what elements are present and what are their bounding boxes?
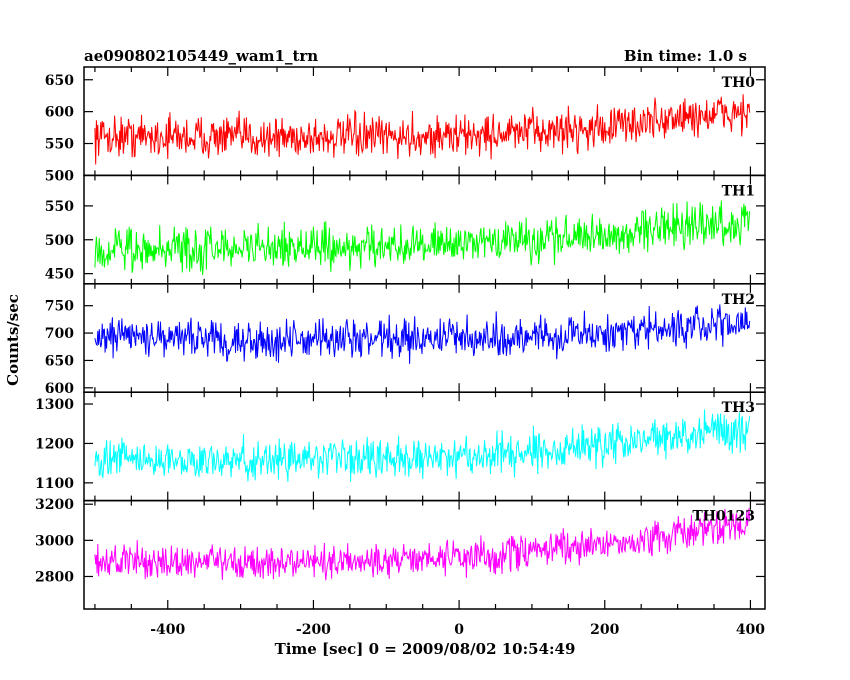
series-line-th0 (94, 94, 751, 165)
bin-time-label: Bin time: 1.0 s (624, 47, 747, 65)
panel-label: TH0 (722, 75, 756, 91)
panel-frame (83, 66, 766, 177)
panel-label: TH0123 (692, 509, 755, 525)
y-tick-label: 750 (45, 299, 74, 315)
panels-group: 500 550 600 650 TH0 450 500 550 TH1 600 650 700 750 T… (35, 66, 766, 638)
panel-th3: 1100 1200 1300 TH3 (35, 391, 766, 502)
x-tick-label: -400 (150, 622, 185, 638)
x-tick-label: 0 (454, 622, 464, 638)
x-axis-label: Time [sec] 0 = 2009/08/02 10:54:49 (275, 640, 576, 658)
y-tick-label: 700 (45, 326, 74, 342)
y-axis-label: Counts/sec (4, 294, 22, 386)
panel-frame (83, 499, 766, 610)
y-tick-label: 650 (45, 73, 74, 89)
series-line-th2 (94, 304, 751, 364)
y-tick-label: 3000 (35, 533, 74, 549)
y-tick-label: 600 (45, 105, 74, 121)
y-tick-label: 500 (45, 168, 74, 184)
panel-label: TH3 (722, 400, 755, 416)
panel-th0: 500 550 600 650 TH0 (45, 66, 766, 184)
series-line-th3 (94, 409, 751, 482)
x-tick-label: 400 (736, 622, 765, 638)
y-tick-label: 550 (45, 199, 74, 215)
panel-th0123: 2800 3000 3200 TH0123 (35, 497, 766, 610)
y-tick-label: 550 (45, 137, 74, 153)
x-tick-label: 200 (590, 622, 619, 638)
y-tick-label: 600 (45, 381, 74, 397)
panel-label: TH1 (722, 183, 755, 199)
x-tick-label: -200 (296, 622, 331, 638)
y-tick-label: 1300 (35, 397, 74, 413)
y-tick-label: 450 (45, 267, 74, 283)
y-tick-label: 1100 (35, 476, 74, 492)
panel-th1: 450 500 550 TH1 (45, 174, 766, 285)
y-tick-label: 2800 (35, 569, 74, 585)
panel-frame (83, 391, 766, 502)
y-tick-label: 3200 (35, 497, 74, 513)
series-line-th0123 (94, 508, 751, 581)
series-line-th1 (94, 200, 751, 276)
y-tick-label: 1200 (35, 436, 74, 452)
y-tick-label: 650 (45, 353, 74, 369)
panel-th2: 600 650 700 750 TH2 (45, 283, 766, 397)
chart-title: ae090802105449_wam1_trn (84, 47, 318, 65)
panel-label: TH2 (722, 292, 755, 308)
y-tick-label: 500 (45, 233, 74, 249)
